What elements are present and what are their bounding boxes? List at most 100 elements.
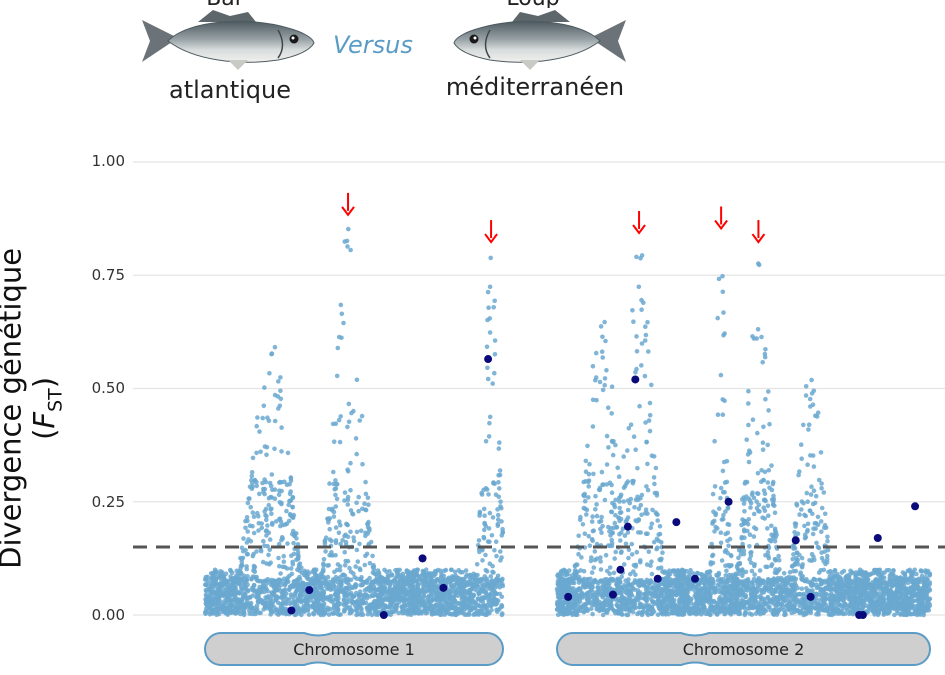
data-point <box>716 506 722 511</box>
data-point <box>463 583 468 588</box>
data-point <box>262 491 267 497</box>
data-point <box>354 500 359 506</box>
data-point <box>245 500 251 506</box>
data-point <box>405 612 411 617</box>
data-point <box>388 589 394 594</box>
y-tick-label: 0.75 <box>91 266 125 284</box>
data-point <box>776 553 781 559</box>
data-point <box>287 511 293 517</box>
data-point <box>250 455 256 461</box>
data-point <box>354 451 360 457</box>
data-point <box>273 594 279 600</box>
data-point <box>359 413 365 419</box>
data-point <box>500 526 505 532</box>
data-point <box>234 588 239 593</box>
data-point <box>803 513 808 519</box>
data-point <box>721 584 726 589</box>
data-point <box>651 475 657 480</box>
data-point <box>251 530 257 536</box>
data-point <box>718 530 724 535</box>
data-point <box>362 501 367 507</box>
data-point <box>362 587 368 593</box>
data-point <box>798 570 803 575</box>
data-point <box>803 384 809 389</box>
data-point <box>468 573 473 578</box>
data-point <box>478 597 483 603</box>
data-point <box>381 576 387 582</box>
data-point <box>211 607 216 612</box>
data-point <box>248 595 253 600</box>
data-point <box>656 566 661 571</box>
data-point <box>426 593 432 599</box>
data-point <box>720 289 726 295</box>
data-point <box>589 606 594 611</box>
data-point <box>411 602 417 607</box>
data-point <box>358 582 363 588</box>
data-point <box>815 514 821 520</box>
data-point <box>406 579 411 585</box>
data-point <box>480 581 485 587</box>
y-tick-label: 1.00 <box>91 152 125 170</box>
data-point <box>334 604 339 610</box>
data-point <box>314 598 320 604</box>
data-point <box>348 487 353 493</box>
data-point <box>492 547 497 553</box>
data-point <box>488 574 494 579</box>
data-point <box>251 568 256 573</box>
data-point <box>278 388 283 394</box>
data-point <box>245 589 250 594</box>
data-point <box>365 531 371 536</box>
data-point <box>244 566 249 572</box>
data-point <box>404 568 410 574</box>
data-point <box>436 597 442 602</box>
data-point <box>747 544 752 549</box>
data-point <box>295 550 301 555</box>
data-point <box>497 440 502 445</box>
data-point <box>247 523 253 528</box>
data-point <box>333 525 339 530</box>
data-point <box>277 563 282 569</box>
data-point <box>269 351 274 357</box>
data-point <box>265 523 270 528</box>
data-point <box>354 576 360 582</box>
data-point <box>323 549 328 554</box>
data-point <box>495 507 500 512</box>
data-point <box>593 377 598 383</box>
data-point <box>335 562 341 567</box>
data-point <box>610 452 616 458</box>
data-point <box>212 567 218 573</box>
data-point <box>710 491 716 497</box>
data-point <box>767 421 772 427</box>
data-point <box>742 612 748 618</box>
data-point <box>720 490 726 495</box>
data-point <box>460 569 465 575</box>
data-point <box>283 600 289 605</box>
data-point <box>333 574 339 580</box>
data-point <box>365 525 371 530</box>
data-point <box>487 330 493 335</box>
data-point <box>618 550 624 555</box>
data-point <box>439 604 445 610</box>
data-point <box>721 512 726 518</box>
data-point <box>498 549 503 554</box>
data-point <box>276 541 282 547</box>
data-point <box>802 523 807 529</box>
data-point <box>357 418 363 423</box>
data-point <box>490 601 495 607</box>
data-point <box>248 605 254 610</box>
data-point <box>761 497 767 503</box>
data-point <box>772 510 778 516</box>
data-point <box>373 578 379 584</box>
data-point <box>582 531 588 536</box>
data-point <box>426 582 432 588</box>
data-point <box>342 607 347 612</box>
data-point <box>412 610 417 615</box>
data-point <box>321 562 326 568</box>
data-point <box>487 539 492 545</box>
data-point <box>746 388 751 394</box>
data-point <box>628 571 633 577</box>
data-point <box>203 592 209 598</box>
data-point <box>481 534 487 540</box>
data-point <box>627 500 633 506</box>
data-point <box>270 522 275 527</box>
